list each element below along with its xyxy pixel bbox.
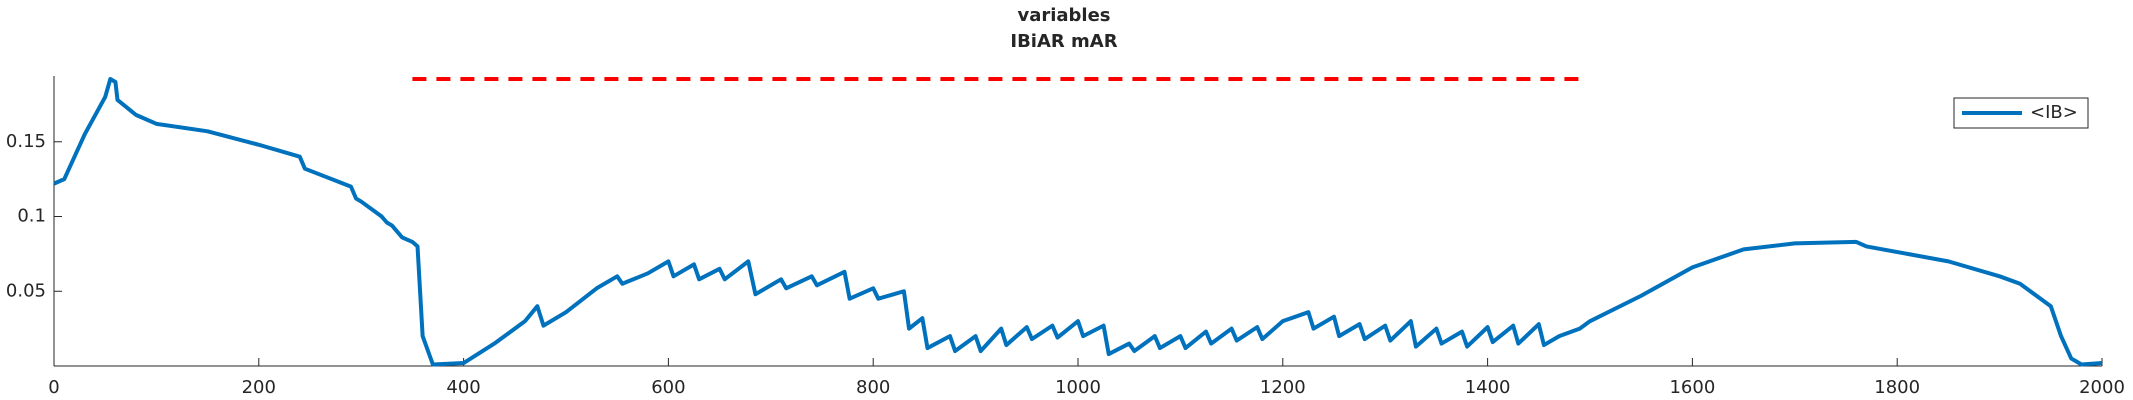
x-tick-label: 0 — [48, 377, 59, 398]
x-tick-label: 800 — [856, 377, 890, 398]
x-tick-label: 2000 — [2079, 377, 2125, 398]
x-tick-label: 600 — [651, 377, 685, 398]
chart-title: variables — [1017, 5, 1110, 26]
legend-label: <IB> — [2030, 102, 2078, 123]
y-tick-label: 0.1 — [17, 206, 46, 227]
y-tick-label: 0.15 — [6, 131, 46, 152]
x-tick-label: 1600 — [1669, 377, 1715, 398]
y-tick-label: 0.05 — [6, 280, 46, 301]
x-tick-label: 1200 — [1260, 377, 1306, 398]
x-tick-label: 200 — [242, 377, 276, 398]
x-tick-label: 1400 — [1465, 377, 1511, 398]
line — [53, 76, 2103, 367]
chart-subtitle: IBiAR mAR — [1010, 31, 1117, 52]
x-tick-label: 1800 — [1874, 377, 1920, 398]
x-tick-label: 1000 — [1055, 377, 1101, 398]
x-tick-label: 400 — [446, 377, 480, 398]
